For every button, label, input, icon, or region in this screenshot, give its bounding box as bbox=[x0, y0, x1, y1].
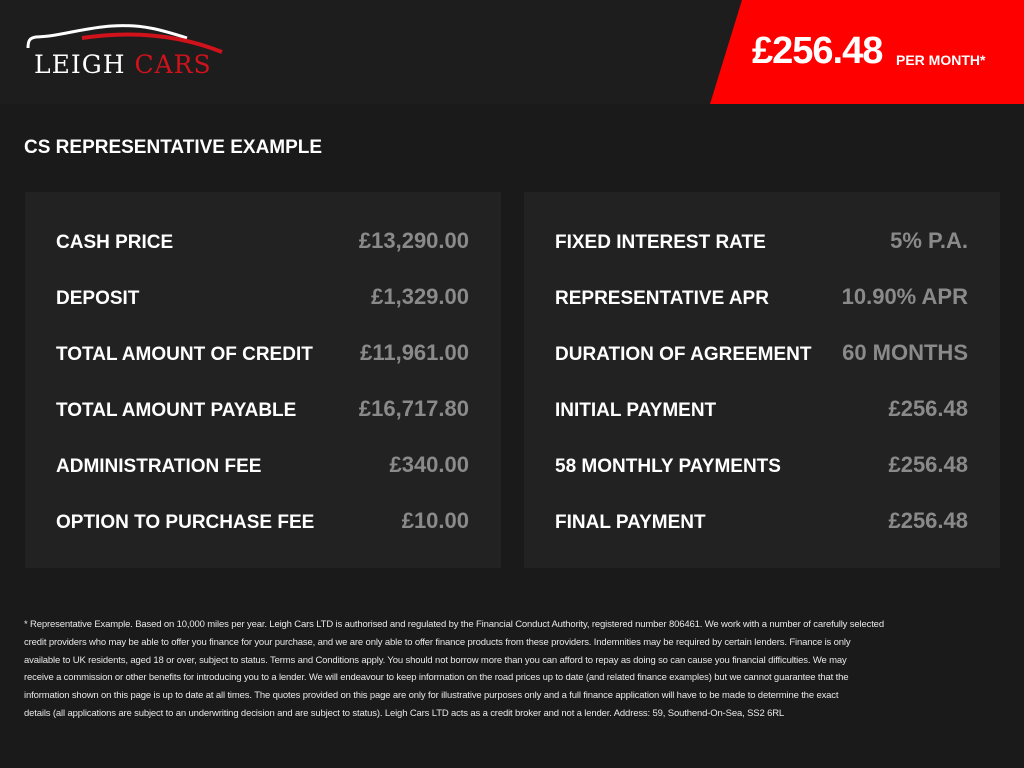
finance-value: £13,290.00 bbox=[358, 228, 469, 253]
header: LEIGH CARS £256.48 PER MONTH* bbox=[0, 0, 1024, 104]
finance-row: REPRESENTATIVE APR 10.90% APR bbox=[555, 284, 968, 314]
finance-label: DEPOSIT bbox=[56, 288, 140, 309]
finance-label: TOTAL AMOUNT PAYABLE bbox=[56, 400, 297, 421]
finance-label: ADMINISTRATION FEE bbox=[56, 456, 262, 477]
finance-row: DEPOSIT £1,329.00 bbox=[56, 284, 469, 314]
finance-value: £16,717.80 bbox=[358, 396, 469, 421]
finance-row: TOTAL AMOUNT OF CREDIT £11,961.00 bbox=[56, 340, 469, 370]
finance-row: TOTAL AMOUNT PAYABLE £16,717.80 bbox=[56, 396, 469, 426]
disclaimer-line: * Representative Example. Based on 10,00… bbox=[24, 619, 884, 630]
disclaimer-line: receive a commission or other benefits f… bbox=[24, 672, 849, 684]
finance-row: INITIAL PAYMENT £256.48 bbox=[555, 396, 968, 426]
finance-value: 5% P.A. bbox=[890, 228, 968, 253]
finance-value: £340.00 bbox=[389, 452, 469, 477]
disclaimer: * Representative Example. Based on 10,00… bbox=[24, 616, 924, 723]
finance-value: 60 MONTHS bbox=[842, 340, 968, 365]
finance-label: 58 MONTHLY PAYMENTS bbox=[555, 456, 781, 477]
finance-value: £11,961.00 bbox=[360, 340, 469, 365]
finance-row: OPTION TO PURCHASE FEE £10.00 bbox=[56, 508, 469, 538]
monthly-price: £256.48 bbox=[752, 30, 883, 72]
finance-row: ADMINISTRATION FEE £340.00 bbox=[56, 452, 469, 482]
car-silhouette-icon bbox=[26, 24, 223, 54]
finance-label: OPTION TO PURCHASE FEE bbox=[56, 512, 315, 533]
disclaimer-line: available to UK residents, aged 18 or ov… bbox=[24, 654, 847, 666]
section-title: CS REPRESENTATIVE EXAMPLE bbox=[24, 137, 323, 158]
finance-value: 10.90% APR bbox=[841, 284, 968, 309]
finance-value: £256.48 bbox=[888, 396, 968, 421]
finance-label: DURATION OF AGREEMENT bbox=[555, 344, 812, 365]
finance-row: FINAL PAYMENT £256.48 bbox=[555, 508, 968, 538]
logo[interactable]: LEIGH CARS bbox=[22, 22, 232, 82]
finance-value: £256.48 bbox=[888, 508, 968, 533]
finance-value: £10.00 bbox=[401, 508, 469, 533]
per-month-label: PER MONTH* bbox=[896, 52, 986, 68]
disclaimer-line: information shown on this page is up to … bbox=[24, 690, 839, 702]
finance-row: DURATION OF AGREEMENT 60 MONTHS bbox=[555, 340, 968, 370]
logo-text: LEIGH CARS bbox=[34, 50, 212, 79]
finance-card-right: FIXED INTEREST RATE 5% P.A. REPRESENTATIVE… bbox=[524, 192, 1000, 568]
finance-card-left: CASH PRICE £13,290.00 DEPOSIT £1,329.00 TOTA… bbox=[25, 192, 501, 568]
finance-label: FINAL PAYMENT bbox=[555, 512, 706, 533]
finance-label: TOTAL AMOUNT OF CREDIT bbox=[56, 344, 313, 365]
finance-row: 58 MONTHLY PAYMENTS £256.48 bbox=[555, 452, 968, 482]
finance-label: REPRESENTATIVE APR bbox=[555, 288, 769, 309]
finance-value: £256.48 bbox=[888, 452, 968, 477]
finance-label: INITIAL PAYMENT bbox=[555, 400, 717, 421]
disclaimer-line: details (all applications are subject to… bbox=[24, 707, 785, 719]
finance-value: £1,329.00 bbox=[371, 284, 469, 309]
disclaimer-line: credit providers who may be able to offe… bbox=[24, 636, 851, 648]
monthly-price-banner: £256.48 PER MONTH* bbox=[710, 0, 1024, 104]
finance-label: CASH PRICE bbox=[56, 232, 174, 253]
finance-row: FIXED INTEREST RATE 5% P.A. bbox=[555, 228, 968, 258]
finance-row: CASH PRICE £13,290.00 bbox=[56, 228, 469, 258]
finance-label: FIXED INTEREST RATE bbox=[555, 232, 766, 253]
